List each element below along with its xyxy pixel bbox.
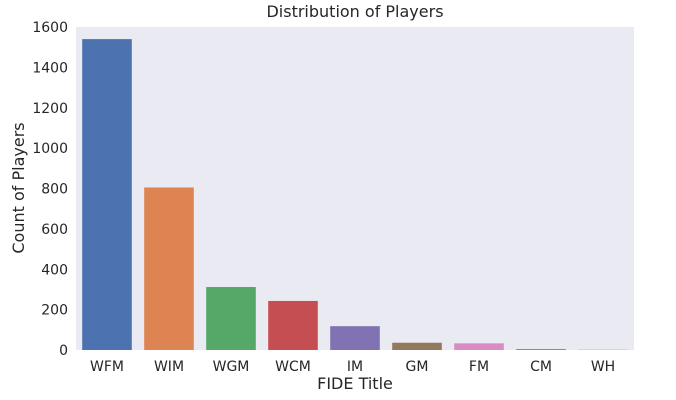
bar-fm [454,343,504,350]
x-tick-label: WFM [90,359,124,375]
x-axis-label: FIDE Title [317,374,393,393]
y-tick-label: 200 [41,303,68,319]
x-tick-label: WH [591,359,615,375]
bar-im [330,326,380,350]
bar-cm [516,348,566,350]
bar-gm [392,342,442,350]
x-tick-label: WGM [213,359,250,375]
x-tick-label: CM [530,359,552,375]
y-tick-label: 1000 [32,141,68,157]
y-tick-label: 1600 [32,20,68,36]
y-tick-label: 600 [41,222,68,238]
bar-wcm [268,300,318,350]
x-tick-label: WIM [154,359,184,375]
y-tick-label: 0 [59,343,68,359]
bar-wfm [82,39,132,351]
y-axis-label: Count of Players [9,122,28,253]
y-tick-label: 1200 [32,101,68,117]
y-tick-label: 1400 [32,60,68,76]
x-tick-label: WCM [275,359,311,375]
x-tick-label: GM [406,359,429,375]
chart-title: Distribution of Players [266,2,443,21]
x-tick-label: FM [469,359,489,375]
x-tick-labels: WFM WIM WGM WCM IM GM FM CM WH [90,359,615,375]
bar-wgm [206,287,256,350]
x-tick-label: IM [347,359,363,375]
y-tick-label: 400 [41,262,68,278]
bar-wim [144,187,194,350]
bars-group [82,39,628,351]
y-tick-label: 800 [41,182,68,198]
y-tick-labels: 0 200 400 600 800 1000 1200 1400 1600 [32,20,68,359]
